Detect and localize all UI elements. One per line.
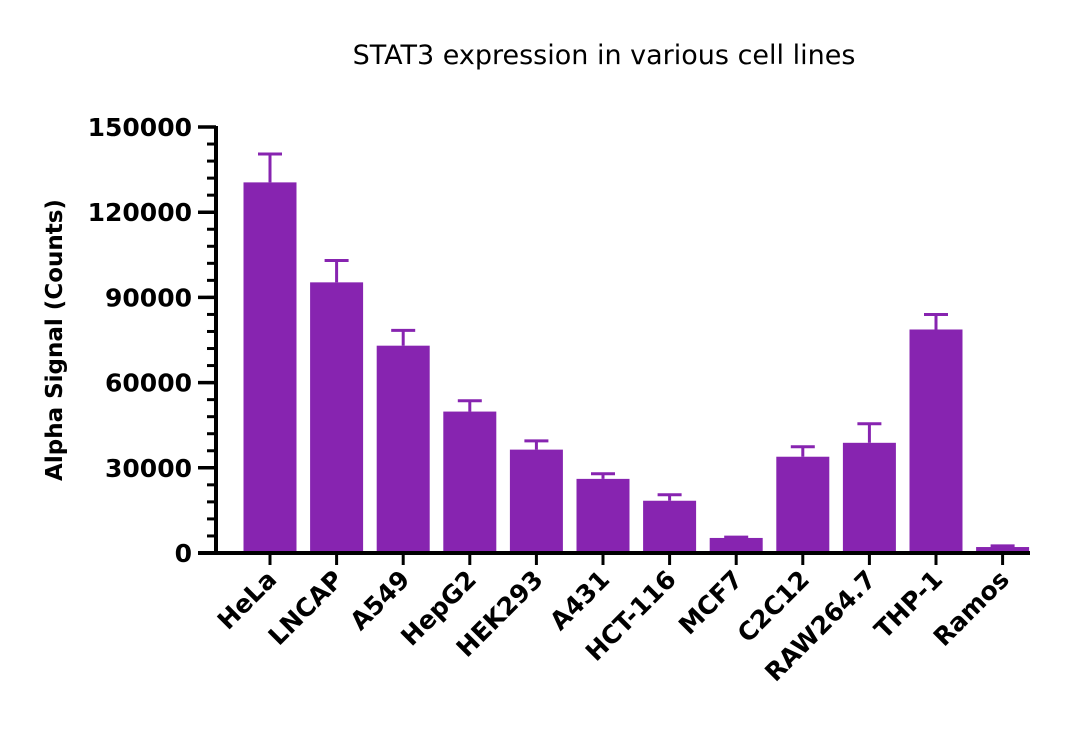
- bar-raw264.7: [842, 442, 896, 553]
- y-tick-label: 150000: [88, 113, 192, 142]
- x-tick-label: LNCAP: [263, 565, 349, 651]
- bar-a549: [376, 345, 430, 553]
- bar-lncap: [310, 282, 364, 553]
- y-tick-label: 30000: [105, 454, 192, 483]
- bar-hepg2: [443, 411, 497, 553]
- bar-hela: [243, 182, 297, 553]
- y-tick-label: 120000: [88, 198, 192, 227]
- bar-c2c12: [776, 456, 830, 553]
- y-tick-label: 0: [175, 539, 192, 568]
- bar-a431: [576, 478, 630, 553]
- bar-thp-1: [909, 329, 963, 553]
- bar-ramos: [976, 547, 1030, 553]
- y-tick-label: 90000: [105, 283, 192, 312]
- y-tick-label: 60000: [105, 369, 192, 398]
- bar-hek293: [509, 449, 563, 553]
- chart-title: STAT3 expression in various cell lines: [353, 40, 856, 71]
- bar-hct-116: [643, 500, 697, 553]
- bar-mcf7: [709, 537, 763, 553]
- y-axis-label: Alpha Signal (Counts): [42, 199, 68, 481]
